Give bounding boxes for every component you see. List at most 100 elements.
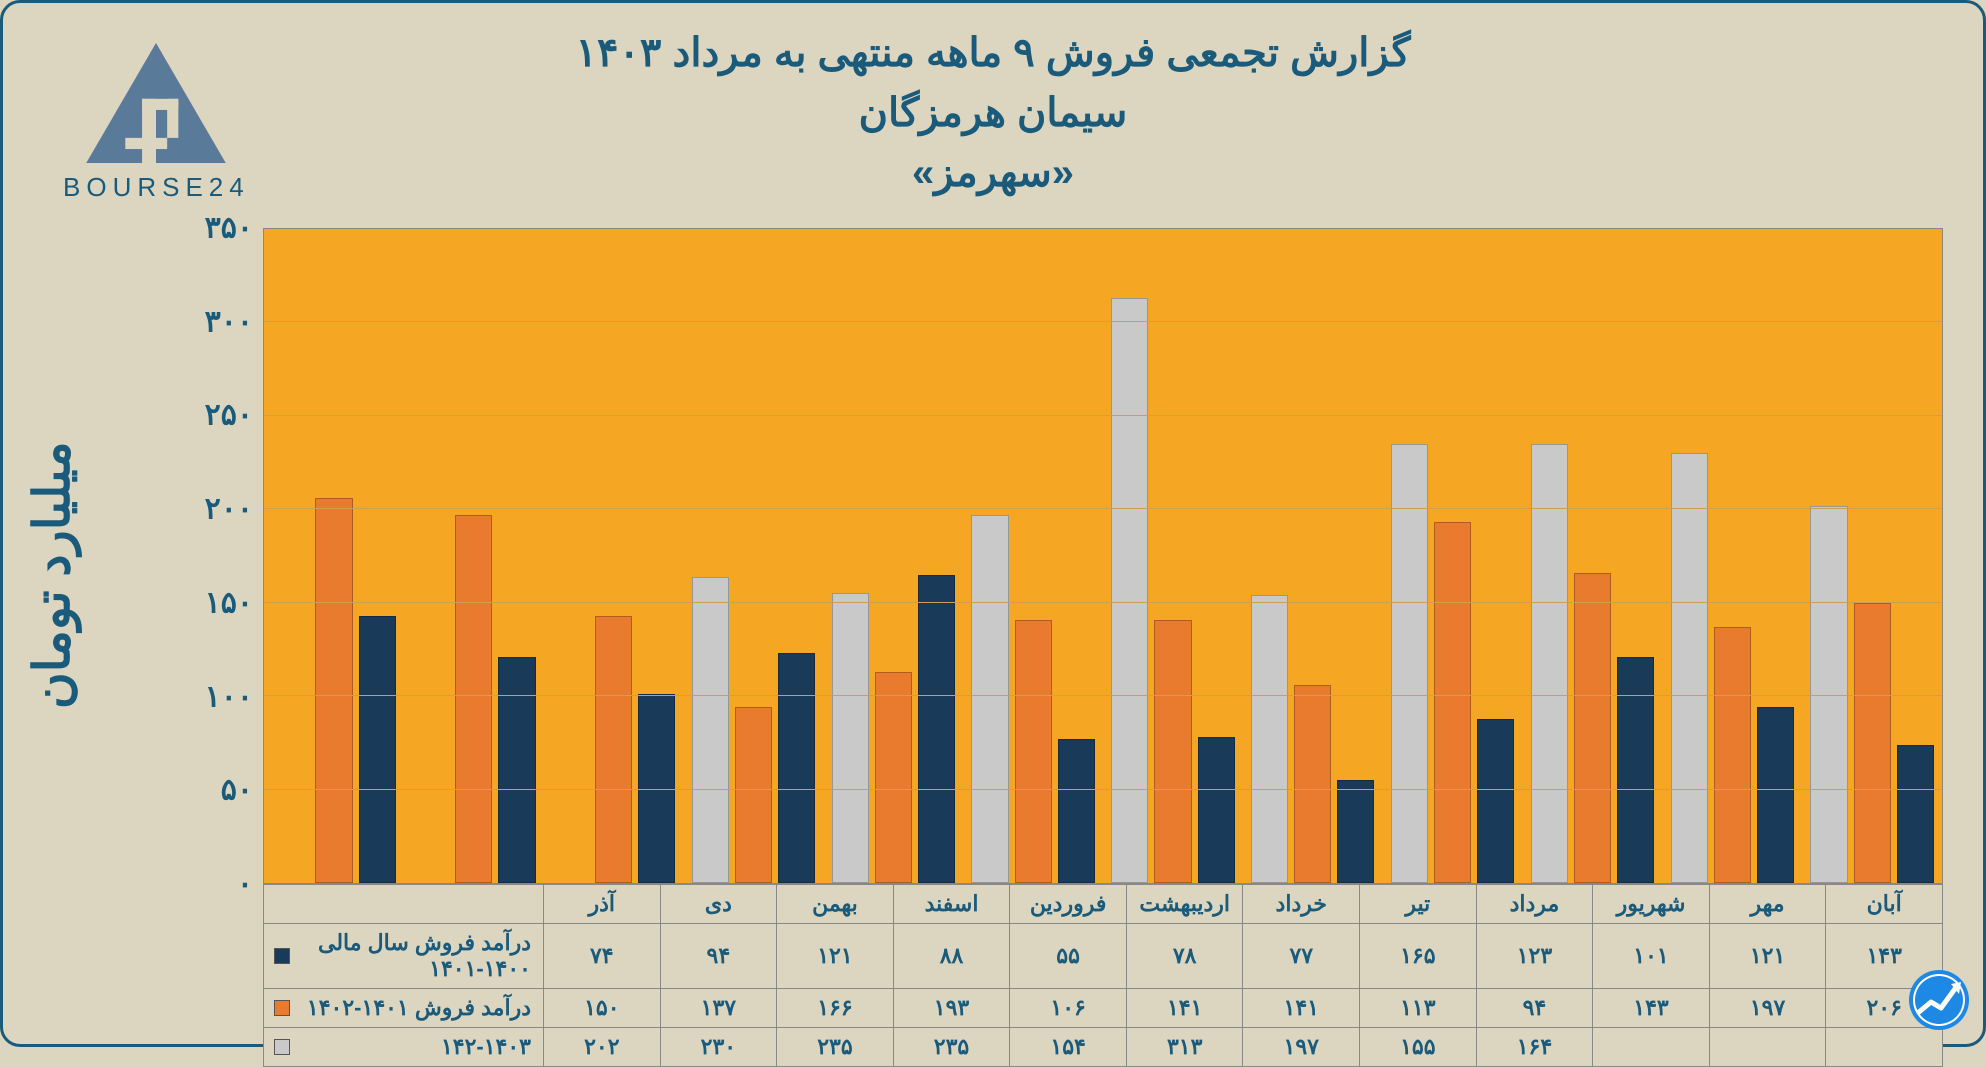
bar-group [1243, 229, 1383, 883]
table-cell: ۵۵ [1010, 924, 1127, 989]
bar [1058, 739, 1095, 883]
bar [1434, 522, 1471, 883]
table-cell: ۱۱۳ [1360, 989, 1477, 1028]
table-cell: ۸۸ [893, 924, 1010, 989]
data-table: آذردیبهمناسفندفروردیناردیبهشتخردادتیرمرد… [263, 884, 1943, 1067]
table-cell: ۲۳۵ [777, 1028, 894, 1067]
bar [455, 515, 492, 883]
bar [1337, 780, 1374, 883]
table-corner-cell [264, 885, 544, 924]
bar [595, 616, 632, 883]
bar [1854, 603, 1891, 883]
bar [1617, 657, 1654, 883]
table-cell: ۳۱۳ [1126, 1028, 1243, 1067]
series-label-text: درآمد فروش سال مالی ۱۴۰۰-۱۴۰۱ [318, 930, 531, 981]
bar [971, 515, 1008, 883]
grid-line [264, 602, 1942, 603]
legend-swatch [274, 1039, 290, 1055]
category-header: اردیبهشت [1126, 885, 1243, 924]
bar [1757, 707, 1794, 883]
legend-swatch [274, 1000, 290, 1016]
plot-area [263, 228, 1943, 884]
bar [918, 575, 955, 883]
table-cell: ۱۴۱ [1126, 989, 1243, 1028]
table-cell: ۱۰۱ [1593, 924, 1710, 989]
table-cell: ۱۲۱ [777, 924, 894, 989]
bar [875, 672, 912, 883]
category-header: مهر [1709, 885, 1826, 924]
table-cell: ۹۴ [660, 924, 777, 989]
category-header: مرداد [1476, 885, 1593, 924]
table-cell [1593, 1028, 1710, 1067]
table-cell: ۲۳۰ [660, 1028, 777, 1067]
table-cell: ۱۶۶ [777, 989, 894, 1028]
y-tick: ۱۵۰ [143, 585, 253, 620]
table-cell: ۱۴۳ [1593, 989, 1710, 1028]
bar [832, 593, 869, 883]
bar [1531, 444, 1568, 883]
bar [1714, 627, 1751, 883]
category-header: اسفند [893, 885, 1010, 924]
table-cell: ۱۵۴ [1010, 1028, 1127, 1067]
grid-line [264, 508, 1942, 509]
bar-group [1802, 229, 1942, 883]
bar [359, 616, 396, 883]
grid-line [264, 415, 1942, 416]
table-header-row: آذردیبهمناسفندفروردیناردیبهشتخردادتیرمرد… [264, 885, 1943, 924]
bar [498, 657, 535, 883]
table-cell: ۱۹۷ [1243, 1028, 1360, 1067]
table-cell: ۷۷ [1243, 924, 1360, 989]
category-header: شهریور [1593, 885, 1710, 924]
table-cell: ۱۰۶ [1010, 989, 1127, 1028]
y-tick: ۳۰۰ [143, 304, 253, 339]
category-header: فروردین [1010, 885, 1127, 924]
table-cell [1826, 1028, 1943, 1067]
table-cell: ۷۴ [544, 924, 661, 989]
table-row: درآمد فروش سال مالی ۱۴۰۰-۱۴۰۱ ۷۴۹۴۱۲۱۸۸۵۵… [264, 924, 1943, 989]
y-tick: ۵۰ [143, 773, 253, 808]
table-cell: ۱۴۱ [1243, 989, 1360, 1028]
y-axis-ticks: ۰۵۰۱۰۰۱۵۰۲۰۰۲۵۰۳۰۰۳۵۰ [143, 228, 253, 884]
table-cell: ۱۵۵ [1360, 1028, 1477, 1067]
bar [778, 653, 815, 883]
chart-up-icon [1907, 968, 1971, 1032]
title-line-2: سیمان هرمزگان [3, 83, 1983, 143]
bar [1477, 719, 1514, 883]
bar-group [1383, 229, 1523, 883]
bar [1154, 620, 1191, 883]
bar [1111, 298, 1148, 883]
bar-chart: میلیارد تومان ۰۵۰۱۰۰۱۵۰۲۰۰۲۵۰۳۰۰۳۵۰ [263, 228, 1943, 884]
table-cell: ۱۵۰ [544, 989, 661, 1028]
table-cell: ۷۸ [1126, 924, 1243, 989]
table-cell: ۱۶۴ [1476, 1028, 1593, 1067]
bar [1671, 453, 1708, 883]
bar-group [264, 229, 404, 883]
series-label-text: درآمد فروش ۱۴۰۱-۱۴۰۲ [307, 995, 531, 1020]
table-row: ۱۴۲-۱۴۰۳۲۰۲۲۳۰۲۳۵۲۳۵۱۵۴۳۱۳۱۹۷۱۵۵۱۶۴ [264, 1028, 1943, 1067]
y-tick: ۰ [143, 867, 253, 902]
category-header: خرداد [1243, 885, 1360, 924]
grid-line [264, 321, 1942, 322]
table-row: درآمد فروش ۱۴۰۱-۱۴۰۲۱۵۰۱۳۷۱۶۶۱۹۳۱۰۶۱۴۱۱۴… [264, 989, 1943, 1028]
table-cell: ۱۲۳ [1476, 924, 1593, 989]
bar-group [1103, 229, 1243, 883]
category-header: بهمن [777, 885, 894, 924]
bar-group [684, 229, 824, 883]
y-axis-label: میلیارد تومان [23, 425, 81, 725]
bar [315, 498, 352, 883]
chart-title: گزارش تجمعی فروش ۹ ماهه منتهی به مرداد ۱… [3, 23, 1983, 203]
table-cell: ۲۰۲ [544, 1028, 661, 1067]
bar [1391, 444, 1428, 883]
table-cell: ۱۶۵ [1360, 924, 1477, 989]
grid-line [264, 695, 1942, 696]
table-cell [1709, 1028, 1826, 1067]
series-label: درآمد فروش ۱۴۰۱-۱۴۰۲ [264, 989, 544, 1028]
table-cell: ۱۳۷ [660, 989, 777, 1028]
category-header: آذر [544, 885, 661, 924]
table-cell: ۱۹۳ [893, 989, 1010, 1028]
bar [1897, 745, 1934, 883]
y-tick: ۳۵۰ [143, 211, 253, 246]
title-line-3: «سهرمز» [3, 143, 1983, 203]
y-tick: ۲۵۰ [143, 398, 253, 433]
table-cell: ۲۳۵ [893, 1028, 1010, 1067]
